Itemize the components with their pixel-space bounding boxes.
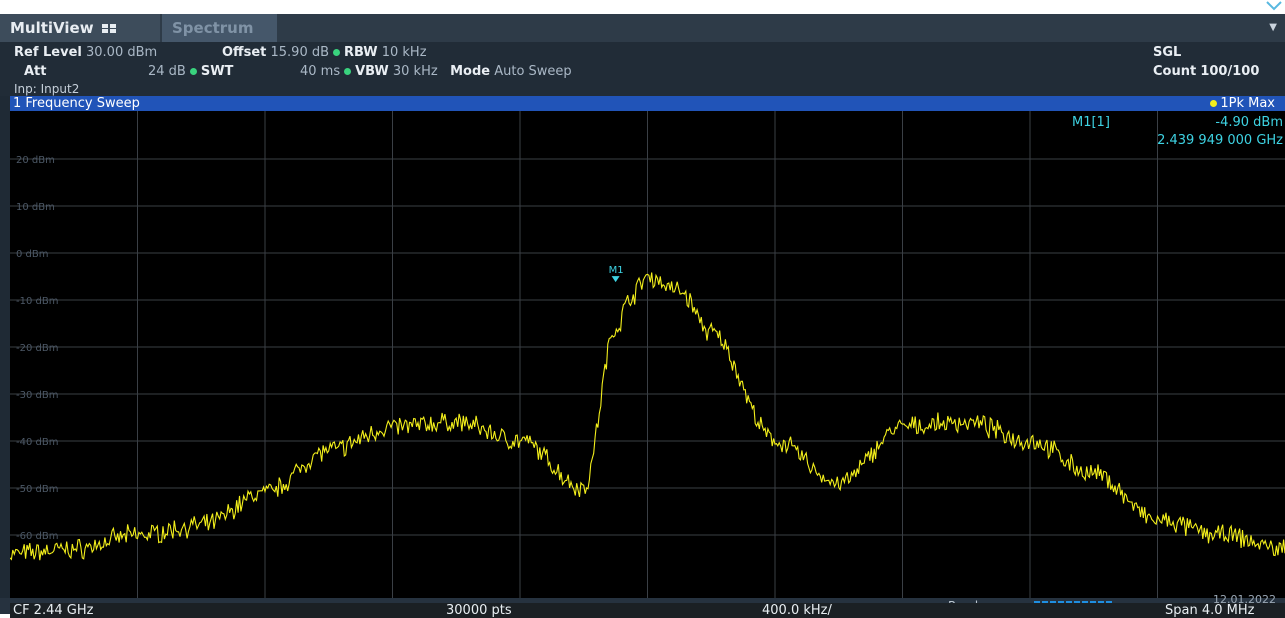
status-dot [344, 67, 352, 75]
rbw-value: 10 kHz [381, 45, 427, 60]
status-date: 12.01.2022 [1213, 593, 1276, 606]
y-tick-label: 20 dBm [16, 155, 55, 166]
offset-value: 15.90 dB [270, 45, 330, 60]
vbw-label: VBW [355, 64, 389, 79]
status-dot [189, 67, 197, 75]
y-tick-label: -30 dBm [16, 390, 58, 401]
tab-spectrum-label: Spectrum [172, 19, 254, 37]
rbw-label: RBW [344, 45, 378, 60]
y-tick-label: -10 dBm [16, 296, 58, 307]
trace-legend: 1Pk Max [1210, 96, 1275, 111]
sgl-label: SGL [1153, 45, 1182, 60]
settings-bar[interactable]: Ref Level 30.00 dBm Offset 15.90 dB RBW 1… [0, 42, 1285, 96]
spectrum-chart[interactable]: 20 dBm 10 dBm 0 dBm -10 dBm -20 dBm -30 dBm -4… [10, 111, 1285, 603]
panel-title: 1 Frequency Sweep [13, 96, 140, 111]
input-label: Inp: Input2 [14, 82, 80, 96]
mode-value: Auto Sweep [494, 64, 572, 79]
y-tick-label: 0 dBm [16, 249, 49, 260]
y-tick-label: -50 dBm [16, 484, 58, 495]
top-strip [0, 0, 1285, 14]
tab-spectrum[interactable]: Spectrum [162, 14, 277, 42]
status-dot [333, 48, 341, 56]
count-label: Count [1153, 64, 1197, 79]
trace-color-dot-icon [1210, 100, 1218, 107]
sweep-points: 30000 pts [446, 603, 512, 618]
panel-title-bar[interactable]: 1 Frequency Sweep 1Pk Max [10, 96, 1285, 111]
tab-multiview[interactable]: MultiView [0, 14, 160, 42]
trace-line [10, 272, 1285, 561]
y-tick-label: 10 dBm [16, 202, 55, 213]
swt-value: 40 ms [300, 64, 341, 79]
marker-tag: M1 [609, 265, 624, 276]
tab-multiview-label: MultiView [10, 19, 94, 37]
marker-readout-frequency: 2.439 949 000 GHz [1157, 133, 1283, 148]
y-tick-label: -40 dBm [16, 437, 58, 448]
offset-label: Offset [222, 45, 267, 60]
sweep-footer: CF 2.44 GHz 30000 pts 400.0 kHz/ Span 4.… [10, 603, 1285, 618]
att-value: 24 dB [148, 64, 186, 79]
window-menu-chevron-icon[interactable]: ▼ [1269, 22, 1277, 33]
count-value: 100/100 [1200, 64, 1260, 79]
marker-readout-level: -4.90 dBm [1215, 115, 1283, 130]
ref-level-label: Ref Level [14, 45, 82, 60]
multiview-grid-icon [101, 24, 116, 33]
y-tick-label: -60 dBm [16, 531, 58, 542]
mode-label: Mode [450, 64, 491, 79]
left-edge-bar [0, 96, 10, 604]
frequency-per-division: 400.0 kHz/ [762, 603, 832, 618]
vbw-value: 30 kHz [392, 64, 438, 79]
span: Span 4.0 MHz [1165, 603, 1255, 618]
chevron-down-icon[interactable] [1265, 0, 1283, 12]
trace-legend-label: 1Pk Max [1220, 96, 1275, 111]
marker-triangle-icon [611, 276, 620, 283]
spectrum-plot[interactable]: 20 dBm 10 dBm 0 dBm -10 dBm -20 dBm -30 dBm -4… [10, 111, 1285, 603]
att-label: Att [24, 64, 47, 79]
ref-level-value: 30.00 dBm [86, 45, 158, 60]
center-frequency: CF 2.44 GHz [13, 603, 94, 618]
swt-label: SWT [200, 64, 234, 79]
marker-readout-label: M1[1] [1072, 115, 1110, 130]
y-tick-label: -20 dBm [16, 343, 58, 354]
